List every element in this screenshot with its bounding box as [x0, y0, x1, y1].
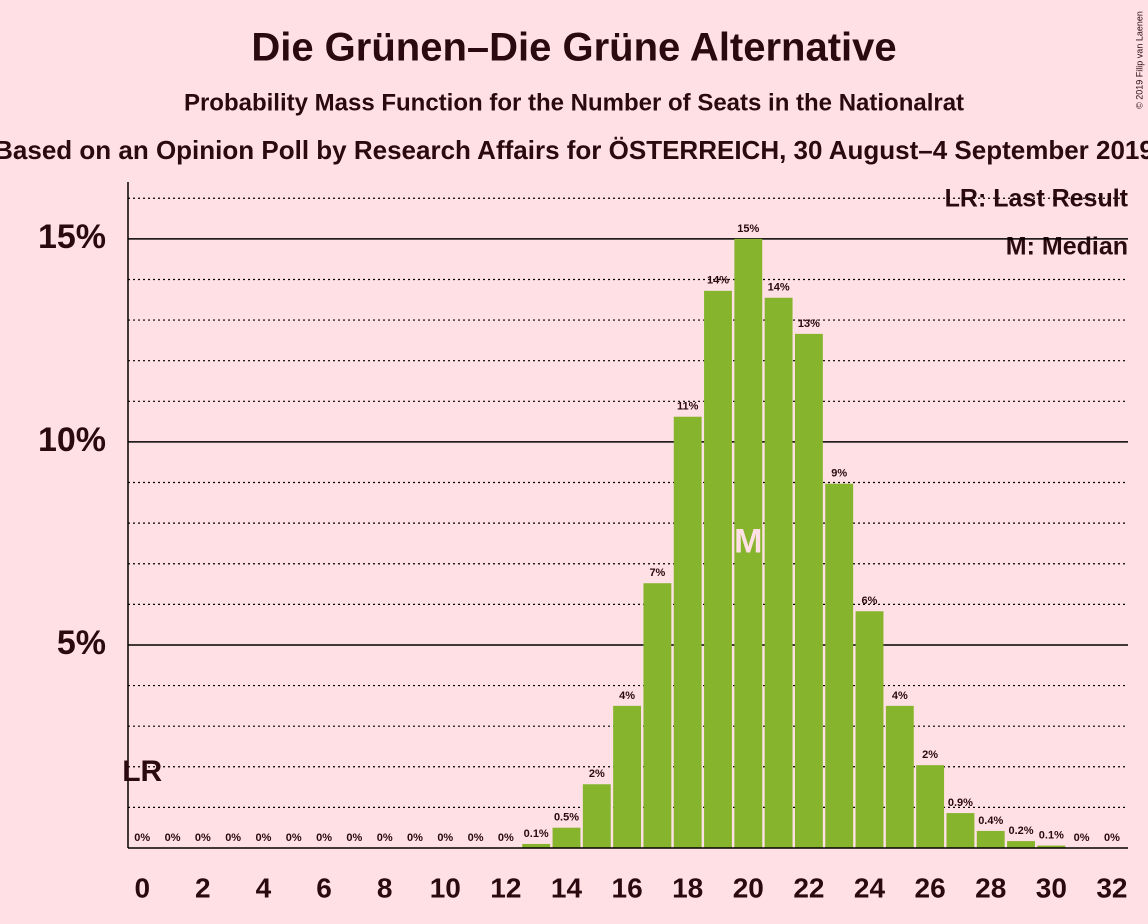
value-label: 0% [468, 832, 484, 844]
value-label: 0.1% [1039, 829, 1064, 841]
x-tick-label: 6 [316, 872, 332, 903]
value-label: 15% [737, 223, 759, 235]
value-label: 0% [346, 832, 362, 844]
value-label: 9% [831, 468, 847, 480]
bar [1037, 845, 1066, 848]
legend-entry: LR: Last Result [945, 185, 1129, 213]
value-label: 0% [1104, 832, 1120, 844]
bar [1007, 841, 1035, 848]
y-tick-label: 10% [38, 421, 106, 459]
x-tick-label: 2 [195, 872, 211, 903]
x-tick-label: 32 [1096, 872, 1127, 903]
x-tick-label: 22 [793, 872, 824, 903]
value-label: 6% [862, 595, 878, 607]
value-label: 0% [165, 832, 181, 844]
x-tick-label: 8 [377, 872, 393, 903]
bar [855, 611, 884, 848]
value-label: 0.1% [524, 828, 549, 840]
value-label: 4% [892, 690, 908, 702]
x-tick-label: 20 [733, 872, 764, 903]
legend-entry: M: Median [1006, 233, 1128, 261]
value-label: 13% [798, 318, 820, 330]
bar [734, 238, 763, 849]
bar [885, 705, 914, 848]
value-label: 0% [498, 832, 514, 844]
value-label: 0% [377, 832, 393, 844]
chart-title: Die Grünen–Die Grüne Alternative [251, 26, 896, 70]
value-label: 0% [407, 832, 423, 844]
value-label: 0% [286, 832, 302, 844]
y-tick-label: 5% [57, 624, 106, 662]
x-tick-label: 28 [975, 872, 1006, 903]
x-tick-label: 0 [134, 872, 150, 903]
bar [613, 705, 642, 848]
copyright: © 2019 Filip van Laenen [1134, 11, 1144, 109]
x-tick-label: 14 [551, 872, 583, 903]
value-label: 14% [768, 282, 790, 294]
bar [673, 416, 702, 848]
value-label: 0% [195, 832, 211, 844]
value-label: 2% [922, 749, 938, 761]
median-marker: M [734, 522, 762, 560]
value-label: 14% [707, 275, 729, 287]
bar [643, 583, 672, 848]
x-tick-label: 10 [430, 872, 461, 903]
value-label: 0% [256, 832, 272, 844]
value-label: 11% [677, 401, 699, 413]
value-label: 0.4% [978, 815, 1003, 827]
bar [916, 765, 945, 848]
value-label: 2% [589, 768, 605, 780]
bar [825, 483, 854, 848]
value-label: 0.2% [1008, 825, 1033, 837]
chart-caption: Based on an Opinion Poll by Research Aff… [0, 135, 1148, 165]
value-label: 0% [1074, 832, 1090, 844]
bar [704, 290, 732, 849]
value-label: 7% [649, 567, 665, 579]
x-tick-label: 12 [490, 872, 521, 903]
x-tick-label: 26 [915, 872, 946, 903]
value-label: 0% [437, 832, 453, 844]
bar [582, 784, 611, 848]
last-result-marker: LR [122, 755, 162, 788]
chart-subtitle: Probability Mass Function for the Number… [184, 89, 964, 116]
x-tick-label: 24 [854, 872, 886, 903]
bar [522, 843, 551, 848]
value-label: 0.9% [948, 797, 973, 809]
bar [764, 297, 793, 848]
value-label: 0% [225, 832, 241, 844]
value-label: 0.5% [554, 812, 579, 824]
value-label: 0% [134, 832, 150, 844]
bar [794, 333, 823, 848]
y-tick-label: 15% [38, 218, 106, 256]
bar [976, 830, 1005, 848]
x-tick-label: 18 [672, 872, 703, 903]
value-label: 4% [619, 690, 635, 702]
value-label: 0% [316, 832, 332, 844]
bar [552, 827, 581, 848]
x-tick-label: 30 [1036, 872, 1067, 903]
x-tick-label: 16 [612, 872, 643, 903]
x-tick-label: 4 [256, 872, 272, 903]
bar [946, 813, 975, 848]
